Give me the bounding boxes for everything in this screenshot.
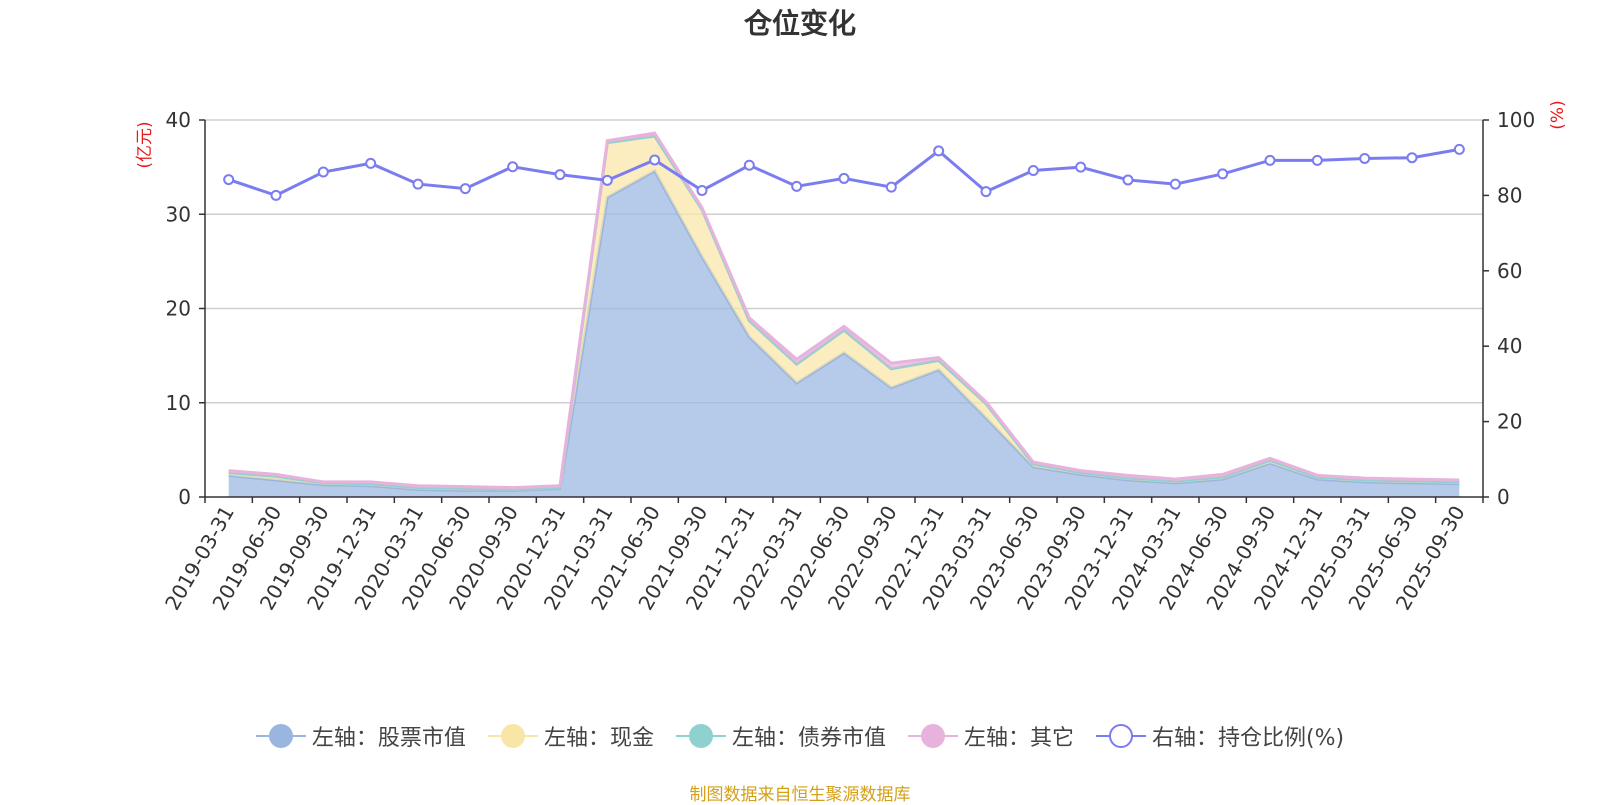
- ratio-point: [1122, 174, 1134, 186]
- left-tick-label: 30: [166, 202, 191, 226]
- area-左轴：股票市值: [228, 170, 1460, 497]
- position-chart: 0102030400204060801002019-03-312019-06-3…: [135, 100, 1568, 614]
- right-tick-label: 0: [1497, 485, 1510, 509]
- chart-title: 仓位变化: [743, 7, 856, 40]
- ratio-point: [1075, 161, 1087, 173]
- right-tick-label: 20: [1497, 410, 1522, 434]
- left-tick-label: 0: [178, 485, 191, 509]
- ratio-point: [1169, 178, 1181, 190]
- left-tick-label: 40: [166, 108, 191, 132]
- ratio-point: [317, 166, 329, 178]
- legend-marker-icon: [907, 724, 958, 748]
- gridlines: [205, 119, 1483, 404]
- legend-marker-icon: [255, 724, 306, 748]
- ratio-point: [365, 157, 377, 169]
- legend-item[interactable]: 左轴：其它: [907, 720, 1074, 752]
- ratio-point: [980, 186, 992, 198]
- legend-item[interactable]: 左轴：债券市值: [675, 720, 886, 752]
- right-tick-label: 60: [1497, 259, 1522, 283]
- legend-label: 左轴：现金: [543, 726, 654, 751]
- right-tick-label: 40: [1497, 334, 1522, 358]
- ratio-point: [507, 161, 519, 173]
- legend-marker-icon: [1095, 724, 1146, 748]
- legend-marker-icon: [487, 724, 538, 748]
- legend: 左轴：股票市值 左轴：现金 左轴：债券市值 左轴：其它 右轴：持仓比例(%): [0, 720, 1600, 752]
- area-edge-左轴：其它: [228, 131, 1460, 490]
- ratio-point: [1406, 152, 1418, 164]
- ratio-point: [412, 178, 424, 190]
- legend-item[interactable]: 左轴：股票市值: [255, 720, 466, 752]
- ratio-point: [601, 174, 613, 186]
- legend-label: 左轴：股票市值: [311, 726, 466, 751]
- ratio-point: [554, 169, 566, 181]
- right-tick-label: 80: [1497, 183, 1522, 207]
- ratio-point: [885, 181, 897, 193]
- legend-label: 左轴：其它: [963, 726, 1074, 751]
- ratio-line: [223, 143, 1465, 201]
- ratio-point: [223, 174, 235, 186]
- left-axis-unit: (亿元): [135, 121, 155, 168]
- ratio-point: [1311, 154, 1323, 166]
- ratio-point: [1027, 165, 1039, 177]
- ratio-point: [1217, 168, 1229, 180]
- right-tick-label: 100: [1497, 108, 1535, 132]
- ratio-point: [1453, 143, 1465, 155]
- ratio-point: [270, 189, 282, 201]
- ratio-point: [791, 180, 803, 192]
- ratio-point: [1359, 152, 1371, 164]
- legend-label: 左轴：债券市值: [731, 726, 886, 751]
- ratio-point: [1264, 154, 1276, 166]
- legend-item[interactable]: 右轴：持仓比例(%): [1095, 720, 1345, 752]
- stacked-areas: [228, 131, 1460, 497]
- ratio-point: [933, 145, 945, 157]
- legend-item[interactable]: 左轴：现金: [487, 720, 654, 752]
- ratio-point: [743, 159, 755, 171]
- source-note: 制图数据来自恒生聚源数据库: [689, 785, 911, 805]
- legend-label: 右轴：持仓比例(%): [1151, 726, 1345, 751]
- right-axis-unit: (%): [1548, 100, 1568, 129]
- ratio-point: [649, 154, 661, 166]
- left-tick-label: 10: [166, 391, 191, 415]
- legend-marker-icon: [675, 724, 726, 748]
- ratio-line-path: [228, 147, 1460, 198]
- ratio-point: [838, 172, 850, 184]
- ratio-point: [459, 183, 471, 195]
- ratio-point: [696, 184, 708, 196]
- left-tick-label: 20: [166, 297, 191, 321]
